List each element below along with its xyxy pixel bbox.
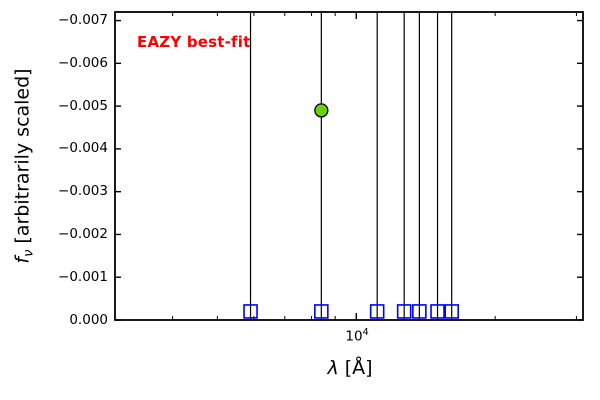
template-flux-square xyxy=(444,304,460,319)
template-flux-square xyxy=(430,304,445,319)
template-flux-square xyxy=(412,304,427,319)
template-flux-square xyxy=(396,304,412,319)
observed-flux-point xyxy=(314,103,329,118)
plot-frame xyxy=(114,11,584,321)
template-flux-square xyxy=(314,304,329,319)
template-flux-square xyxy=(369,304,385,319)
template-flux-square xyxy=(243,304,258,319)
